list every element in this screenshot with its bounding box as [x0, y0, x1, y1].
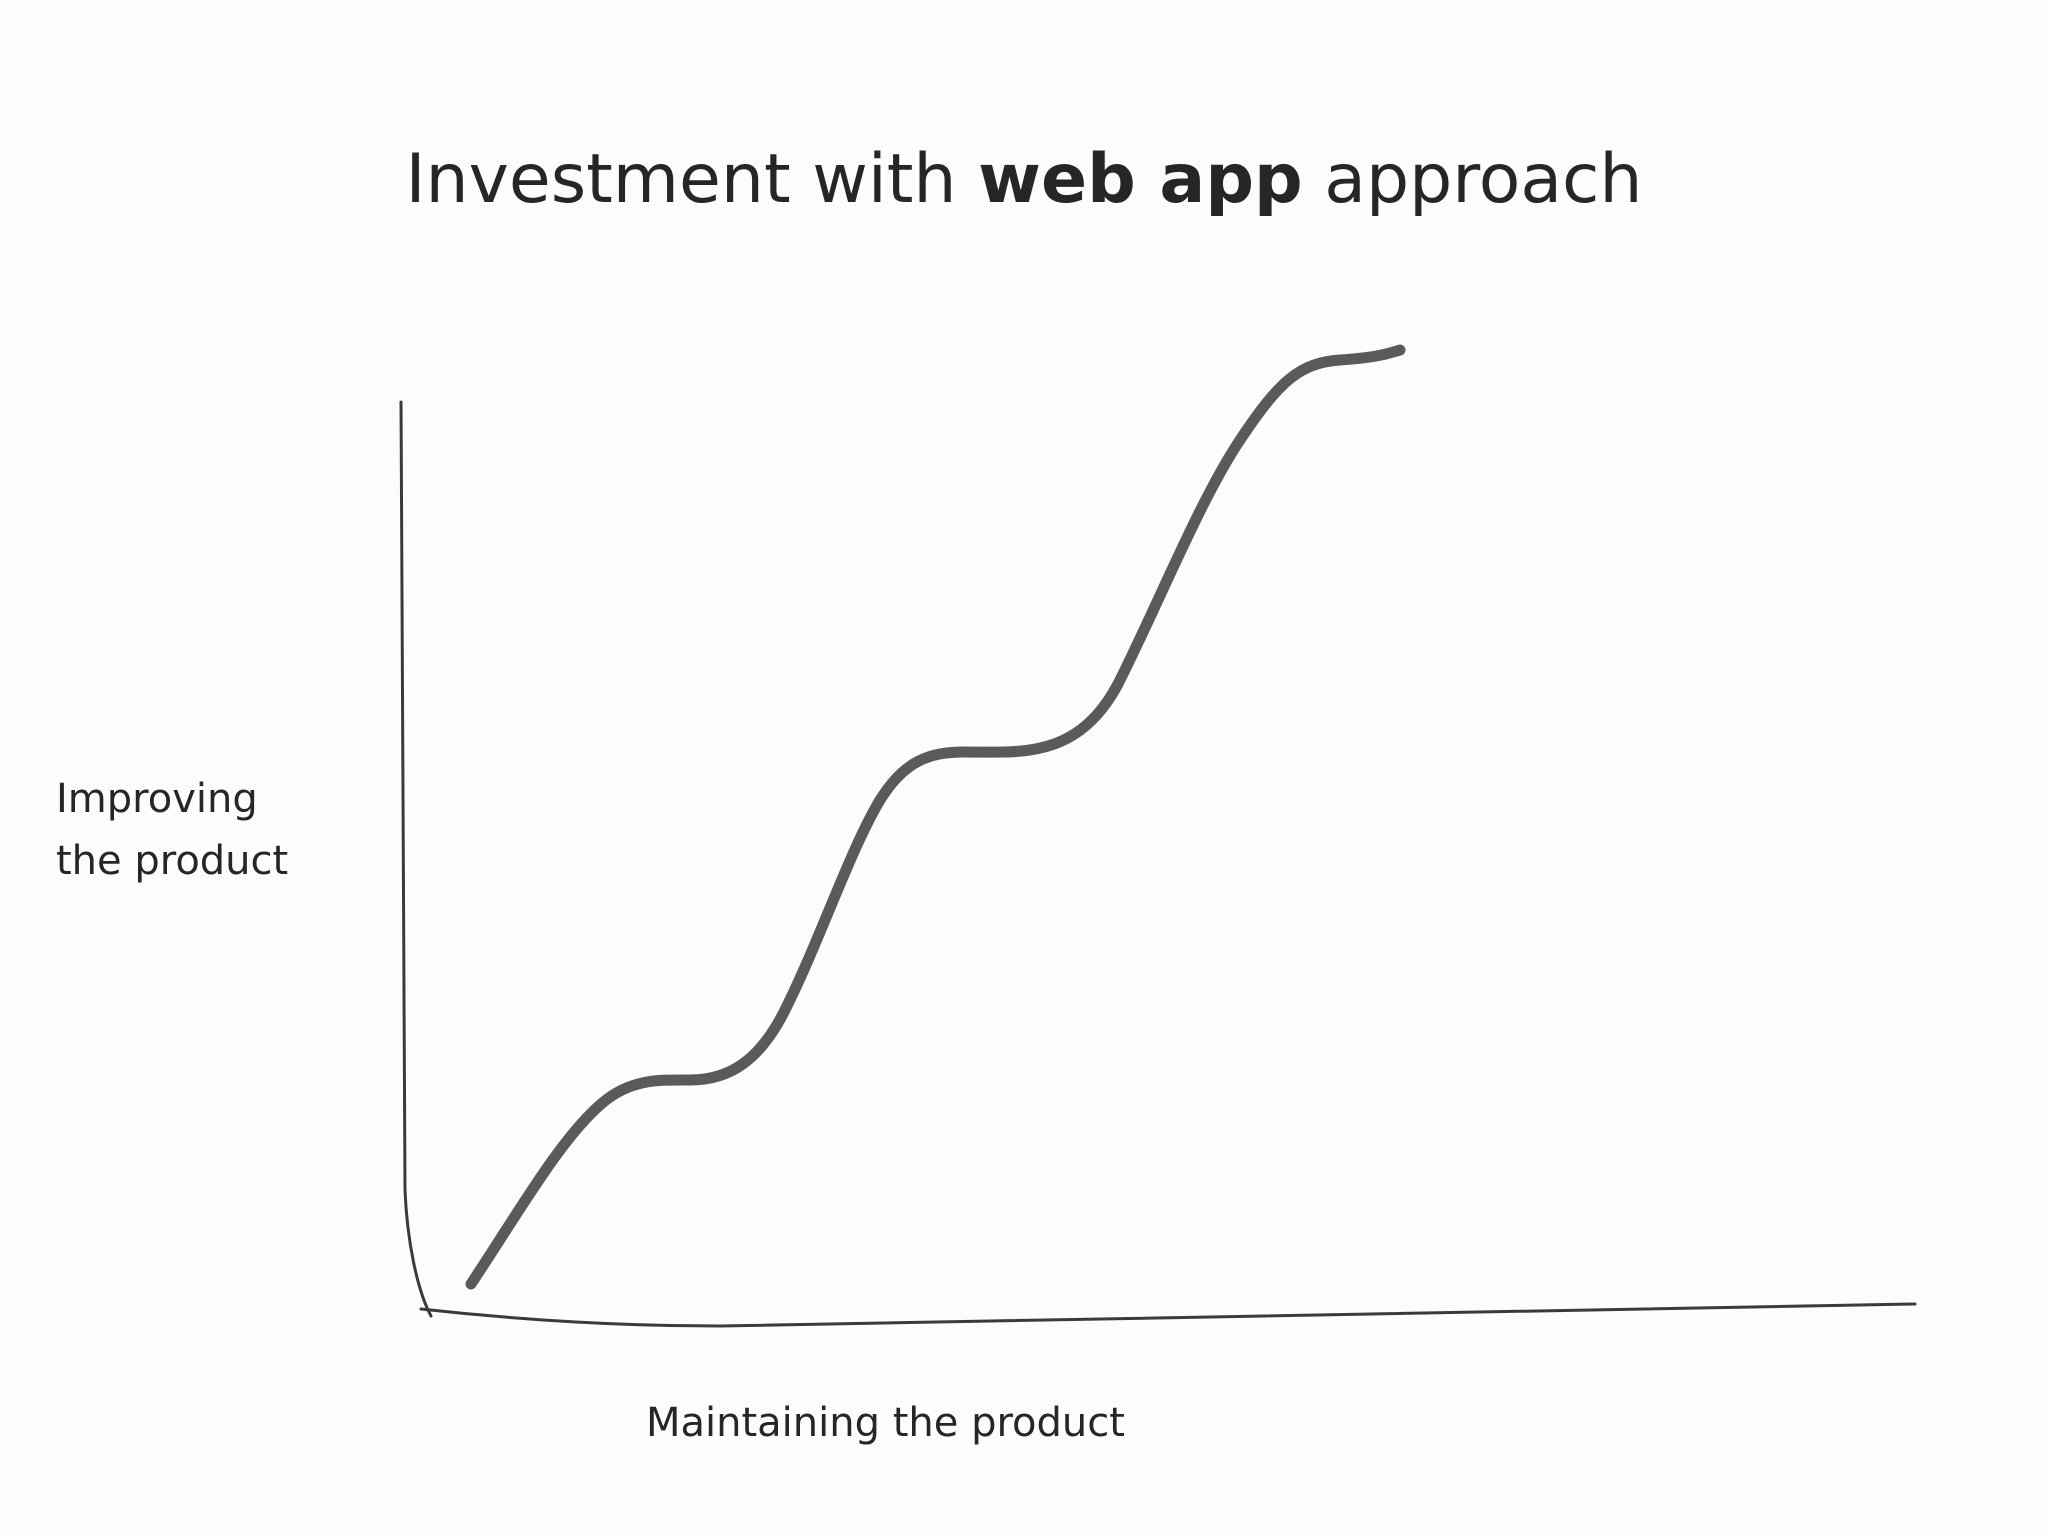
y-axis-label-line-2: the product	[56, 838, 289, 884]
y-axis-line	[399, 400, 433, 1318]
title-part-1: Investment with	[405, 140, 979, 219]
y-axis-label-line-1: Improving	[56, 776, 258, 822]
title-bold-part: web app	[978, 140, 1303, 219]
y-axis-label: Improving the product	[56, 768, 288, 892]
title-part-2: approach	[1302, 140, 1643, 219]
diagram-title: Investment with web app approach	[0, 140, 2048, 219]
investment-curve	[465, 344, 1406, 1290]
x-axis-label: Maintaining the product	[646, 1400, 1125, 1446]
x-axis-line	[419, 1302, 1917, 1328]
